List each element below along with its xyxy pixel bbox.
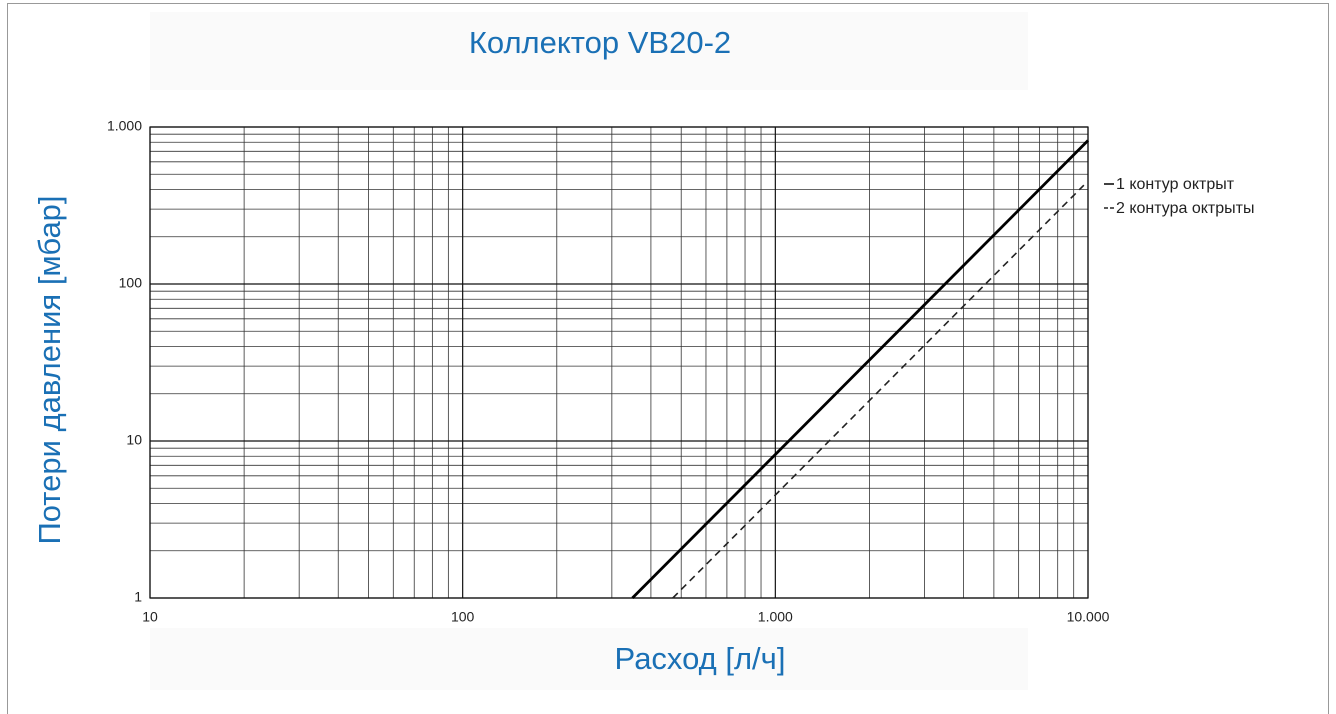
y-axis-label: Потери давления [мбар] (32, 195, 67, 544)
y-tick-label: 100 (119, 275, 143, 291)
title-box (150, 12, 1028, 90)
x-label-box (150, 628, 1028, 690)
y-tick-label: 10 (126, 432, 142, 448)
series-line (672, 184, 1085, 599)
x-tick-label: 10 (142, 609, 158, 625)
x-tick-label: 1.000 (758, 609, 793, 625)
frame (7, 3, 1329, 714)
series-line (631, 139, 1089, 599)
y-tick-label: 1 (134, 589, 142, 605)
legend-label: 1 контур октрыт (1116, 176, 1235, 193)
x-axis-label: Расход [л/ч] (615, 641, 786, 676)
x-tick-label: 100 (451, 609, 475, 625)
x-tick-label: 10.000 (1067, 609, 1110, 625)
plot-border (149, 126, 1089, 599)
chart-title: Коллектор VB20-2 (469, 25, 731, 60)
y-tick-label: 1.000 (107, 118, 142, 134)
legend-label: 2 контура октрыты (1116, 200, 1254, 217)
